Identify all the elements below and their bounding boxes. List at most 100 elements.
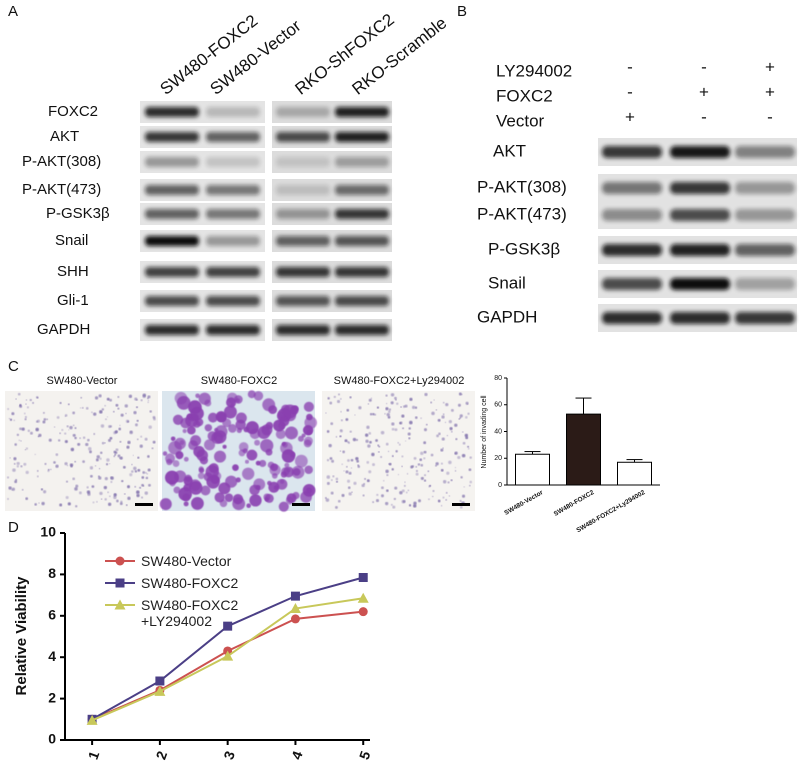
cell: [366, 479, 370, 483]
cell: [48, 438, 52, 442]
cell: [99, 457, 102, 460]
cell: [59, 503, 63, 507]
cell: [106, 397, 110, 401]
cell: [128, 394, 133, 399]
cell: [65, 480, 69, 483]
cell: [132, 454, 134, 456]
cell: [107, 491, 109, 494]
cell: [352, 437, 357, 442]
band: [206, 157, 260, 167]
cell: [340, 419, 343, 422]
cell: [409, 420, 413, 425]
cell: [98, 475, 100, 478]
cell: [349, 430, 352, 433]
cell: [98, 394, 102, 398]
cell: [435, 409, 437, 411]
cell: [125, 412, 127, 415]
cell: [172, 460, 180, 467]
cell: [278, 501, 289, 512]
cell: [364, 477, 367, 480]
cell: [423, 428, 428, 432]
cell: [29, 398, 32, 402]
cell: [394, 486, 398, 490]
cell: [232, 497, 246, 511]
band: [735, 209, 795, 221]
cell: [394, 396, 397, 400]
cell: [168, 441, 182, 455]
cell: [423, 451, 426, 454]
cell: [117, 454, 121, 458]
cell: [55, 464, 59, 468]
cell: [378, 451, 380, 453]
y-tick-label: 2: [48, 689, 56, 705]
cell: [183, 456, 189, 462]
cell: [196, 449, 209, 462]
cell: [80, 407, 82, 409]
cell: [119, 456, 123, 460]
cell: [334, 505, 338, 509]
band: [335, 209, 389, 219]
panel-label: A: [8, 3, 18, 20]
band: [206, 209, 260, 219]
cell: [100, 424, 105, 428]
cell: [64, 440, 68, 444]
row-label: P-GSK3β: [46, 205, 110, 222]
band: [670, 146, 730, 158]
cell: [386, 412, 390, 417]
cell: [70, 447, 75, 452]
cell: [148, 483, 151, 487]
cell: [335, 436, 338, 438]
y-tick-label: 10: [40, 524, 56, 540]
marker: [357, 592, 369, 603]
cell: [67, 502, 71, 506]
cell: [399, 421, 403, 425]
cell: [41, 501, 45, 506]
cell: [397, 474, 400, 476]
cell: [447, 481, 450, 484]
cell: [38, 502, 40, 504]
row-label: GAPDH: [477, 307, 537, 326]
cell: [165, 453, 176, 464]
cell: [383, 480, 385, 482]
cell: [69, 463, 74, 467]
micrograph-title: SW480-FOXC2: [201, 375, 277, 387]
cell: [204, 424, 213, 432]
cell: [141, 483, 144, 487]
cell: [147, 401, 150, 404]
cell: [149, 410, 152, 413]
cell: [133, 410, 137, 415]
cell: [326, 458, 330, 462]
cell: [380, 430, 385, 435]
cell: [267, 461, 275, 469]
cell: [375, 499, 380, 503]
cell: [414, 406, 418, 409]
cell: [15, 398, 17, 400]
cell: [348, 492, 352, 496]
band: [602, 312, 662, 324]
cell: [385, 394, 388, 397]
band: [735, 182, 795, 194]
cell: [222, 444, 227, 449]
cell: [21, 488, 24, 491]
cell: [59, 432, 61, 435]
y-tick-label: 0: [498, 482, 502, 489]
cell: [94, 465, 97, 467]
cell: [57, 439, 61, 442]
cell: [92, 501, 95, 504]
cell: [191, 497, 204, 510]
marker: [358, 573, 368, 583]
cell: [385, 407, 389, 411]
y-tick-label: 8: [48, 565, 56, 581]
cell: [66, 425, 69, 428]
blot-strip: [140, 290, 265, 312]
band: [145, 236, 199, 246]
cell: [173, 486, 181, 494]
cell: [204, 439, 216, 451]
cell: [19, 427, 22, 431]
band: [276, 267, 330, 277]
band: [335, 296, 389, 306]
cell: [386, 403, 388, 405]
cell: [393, 497, 397, 501]
cell: [371, 452, 375, 457]
cell: [74, 487, 78, 491]
